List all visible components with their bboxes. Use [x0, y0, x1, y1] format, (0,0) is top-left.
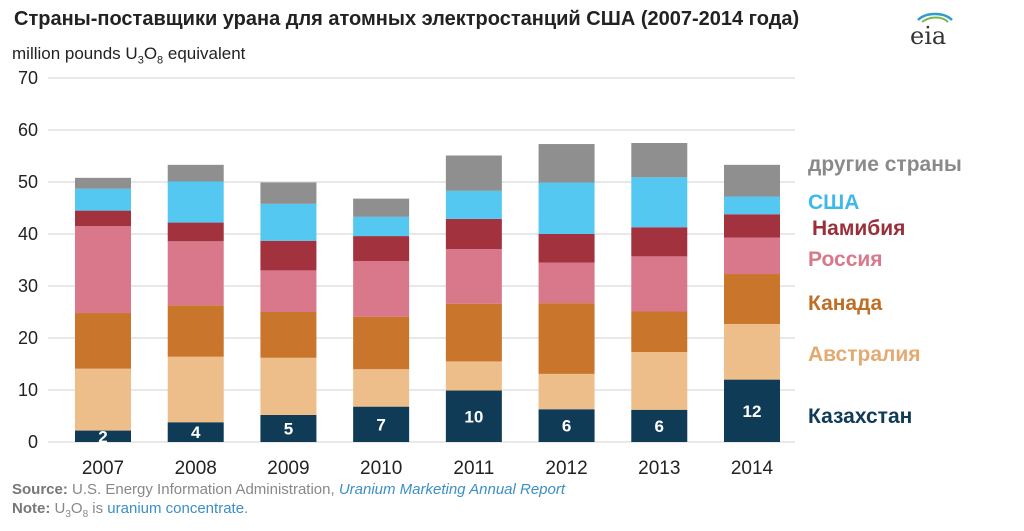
- bar-segment: [260, 203, 317, 241]
- legend-entry: Австралия: [808, 343, 921, 366]
- bar-segment: [167, 356, 224, 423]
- bar-segment: [538, 144, 595, 183]
- legend-entry: США: [808, 191, 860, 214]
- bar-segment: [260, 357, 317, 415]
- bar-segment: [538, 409, 595, 442]
- bar-segment: [631, 352, 688, 410]
- y-tick-label: 70: [18, 68, 38, 88]
- bar-segment: [445, 155, 502, 191]
- bar-segment: [75, 177, 131, 189]
- bar-segment: [631, 177, 688, 228]
- bar-segment: [353, 236, 410, 262]
- legend-entry: Канада: [808, 292, 883, 315]
- bar-segment: [631, 409, 688, 442]
- data-label: 7: [376, 415, 385, 434]
- eia-logo: eia: [900, 10, 958, 50]
- x-tick-label: 2008: [175, 458, 217, 479]
- bar-segment: [167, 422, 224, 442]
- bar-segment: [75, 368, 131, 431]
- bar-segment: [260, 240, 317, 271]
- bar-segment: [260, 312, 317, 358]
- bar-segment: [538, 182, 595, 234]
- x-tick-label: 2007: [82, 458, 124, 479]
- x-tick-label: 2012: [545, 458, 587, 479]
- bar-segment: [167, 305, 224, 357]
- bar-segment: [167, 164, 224, 182]
- y-tick-label: 10: [18, 380, 38, 400]
- x-tick-label: 2011: [453, 458, 494, 479]
- x-tick-label: 2014: [731, 458, 774, 479]
- bar-segment: [353, 198, 410, 217]
- bar-segment: [353, 406, 410, 442]
- legend-entry: Намибия: [812, 217, 906, 240]
- bar-segment: [631, 256, 688, 312]
- y-tick-label: 20: [18, 328, 38, 348]
- source-note: Source: U.S. Energy Information Administ…: [12, 481, 566, 498]
- bar-segment: [445, 249, 502, 304]
- bar-segment: [353, 216, 410, 237]
- bar-segment: [75, 430, 131, 442]
- bar-segment: [75, 188, 131, 211]
- bar-segment: [353, 369, 410, 407]
- bar-segment: [724, 237, 780, 275]
- y-axis-unit-label: million pounds U3O8 equivalent: [12, 44, 246, 67]
- bar-segment: [167, 222, 224, 242]
- legend-entry: другие страны: [808, 153, 962, 176]
- bar-segment: [75, 313, 131, 369]
- bar-segment: [445, 303, 502, 362]
- bar-segment: [260, 182, 317, 204]
- x-tick-label: 2009: [267, 458, 309, 479]
- bar-segment: [724, 379, 780, 442]
- data-label: 5: [284, 419, 293, 438]
- x-tick-label: 2013: [638, 458, 680, 479]
- y-tick-label: 40: [18, 224, 38, 244]
- legend-entry: Казахстан: [808, 405, 913, 428]
- bar-segment: [445, 361, 502, 391]
- bar-segment: [631, 227, 688, 257]
- unit-note: Note: U3O8 is uranium concentrate.: [12, 500, 249, 520]
- bar-segment: [631, 311, 688, 353]
- y-tick-label: 30: [18, 276, 38, 296]
- data-label: 6: [562, 417, 571, 436]
- data-label: 4: [191, 423, 201, 442]
- bar-segment: [167, 241, 224, 306]
- bar-segment: [724, 214, 780, 238]
- data-label: 2: [98, 427, 107, 446]
- legend-entry: Россия: [808, 248, 883, 271]
- bar-segment: [75, 226, 131, 314]
- bar-segment: [538, 234, 595, 263]
- bar-segment: [538, 303, 595, 374]
- bar-segment: [445, 190, 502, 219]
- bar-segment: [724, 274, 780, 324]
- bar-segment: [75, 210, 131, 227]
- bar-segment: [167, 181, 224, 223]
- bar-segment: [724, 196, 780, 215]
- data-label: 12: [743, 402, 762, 421]
- x-tick-label: 2010: [360, 458, 402, 479]
- y-tick-label: 50: [18, 172, 38, 192]
- y-tick-label: 60: [18, 120, 38, 140]
- bar-segment: [353, 316, 410, 370]
- bar-segment: [445, 390, 502, 442]
- chart-title: Страны-поставщики урана для атомных элек…: [14, 8, 800, 30]
- bar-segment: [445, 218, 502, 250]
- bar-segment: [538, 373, 595, 410]
- bar-segment: [724, 164, 780, 197]
- bar-segment: [260, 414, 317, 442]
- bar-segment: [353, 261, 410, 317]
- data-label: 10: [464, 407, 483, 426]
- y-tick-label: 0: [28, 432, 38, 452]
- bar-segment: [631, 143, 688, 178]
- bar-segment: [538, 262, 595, 304]
- bar-segment: [724, 323, 780, 380]
- data-label: 6: [655, 417, 664, 436]
- bar-segment: [260, 270, 317, 312]
